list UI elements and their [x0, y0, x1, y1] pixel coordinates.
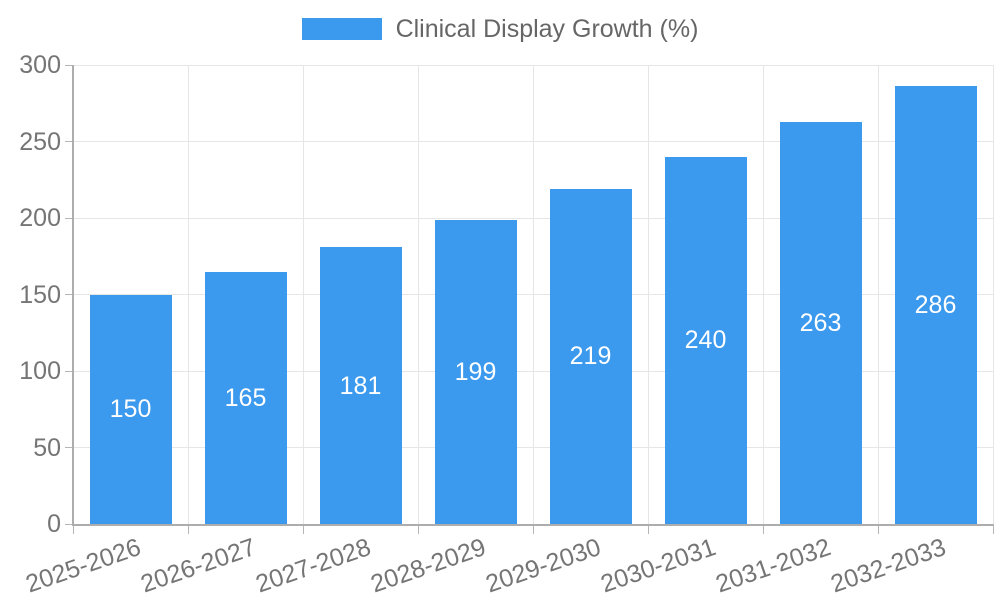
bar-value-label: 263	[799, 308, 842, 337]
bar-value-label: 240	[684, 326, 727, 355]
y-tick-mark	[65, 523, 73, 525]
x-tick-mark	[187, 524, 189, 534]
x-tick-mark	[877, 524, 879, 534]
bar-2025-2026[interactable]	[89, 294, 172, 524]
bar-value-label: 150	[109, 395, 152, 424]
gridline-v	[992, 65, 994, 524]
bar-2032-2033[interactable]	[894, 86, 977, 524]
legend[interactable]: Clinical Display Growth (%)	[0, 15, 1000, 43]
y-tick-label: 250	[19, 127, 61, 156]
x-tick-mark	[647, 524, 649, 534]
bar-value-label: 286	[914, 291, 957, 320]
gridline-v	[302, 65, 304, 524]
x-tick-label: 2027-2028	[252, 533, 375, 599]
x-tick-label: 2031-2032	[712, 533, 835, 599]
y-tick-label: 0	[47, 510, 61, 538]
y-tick-label: 200	[19, 204, 61, 232]
bar-2029-2030[interactable]	[549, 188, 632, 524]
x-tick-label: 2026-2027	[137, 533, 260, 599]
x-tick-label: 2025-2026	[22, 533, 145, 599]
bar-2030-2031[interactable]	[664, 156, 747, 524]
y-axis-line	[72, 65, 74, 526]
legend-label: Clinical Display Growth (%)	[395, 15, 699, 43]
y-tick-mark	[65, 141, 73, 142]
legend-swatch	[301, 18, 382, 40]
bar-value-label: 219	[569, 342, 612, 371]
x-tick-mark	[762, 524, 764, 534]
bar-2027-2028[interactable]	[319, 247, 402, 524]
y-tick-mark	[65, 217, 73, 219]
y-tick-label: 150	[19, 280, 61, 309]
y-tick-label: 300	[19, 51, 61, 79]
gridline-v	[532, 65, 534, 524]
x-tick-mark	[72, 524, 74, 534]
x-tick-mark	[992, 524, 994, 534]
x-tick-mark	[532, 524, 534, 534]
x-tick-label: 2029-2030	[482, 533, 605, 599]
bar-2026-2027[interactable]	[204, 271, 287, 524]
y-tick-mark	[65, 64, 73, 66]
x-tick-label: 2032-2033	[827, 533, 950, 599]
gridline-v	[417, 65, 419, 524]
bar-2031-2032[interactable]	[779, 121, 862, 524]
gridline-v	[187, 65, 189, 524]
bar-value-label: 181	[339, 371, 382, 400]
bar-value-label: 165	[224, 383, 267, 412]
gridline-v	[762, 65, 764, 524]
y-tick-label: 50	[33, 433, 61, 462]
y-tick-mark	[65, 294, 73, 295]
bar-value-label: 199	[454, 357, 497, 386]
y-tick-label: 100	[19, 357, 61, 385]
x-tick-label: 2028-2029	[367, 533, 490, 599]
x-tick-label: 2030-2031	[597, 533, 720, 599]
y-tick-mark	[65, 447, 73, 448]
bar-2028-2029[interactable]	[434, 219, 517, 524]
gridline-v	[877, 65, 879, 524]
x-tick-mark	[417, 524, 419, 534]
x-tick-mark	[302, 524, 304, 534]
y-tick-mark	[65, 370, 73, 372]
x-axis-line	[73, 524, 993, 526]
gridline-v	[647, 65, 649, 524]
